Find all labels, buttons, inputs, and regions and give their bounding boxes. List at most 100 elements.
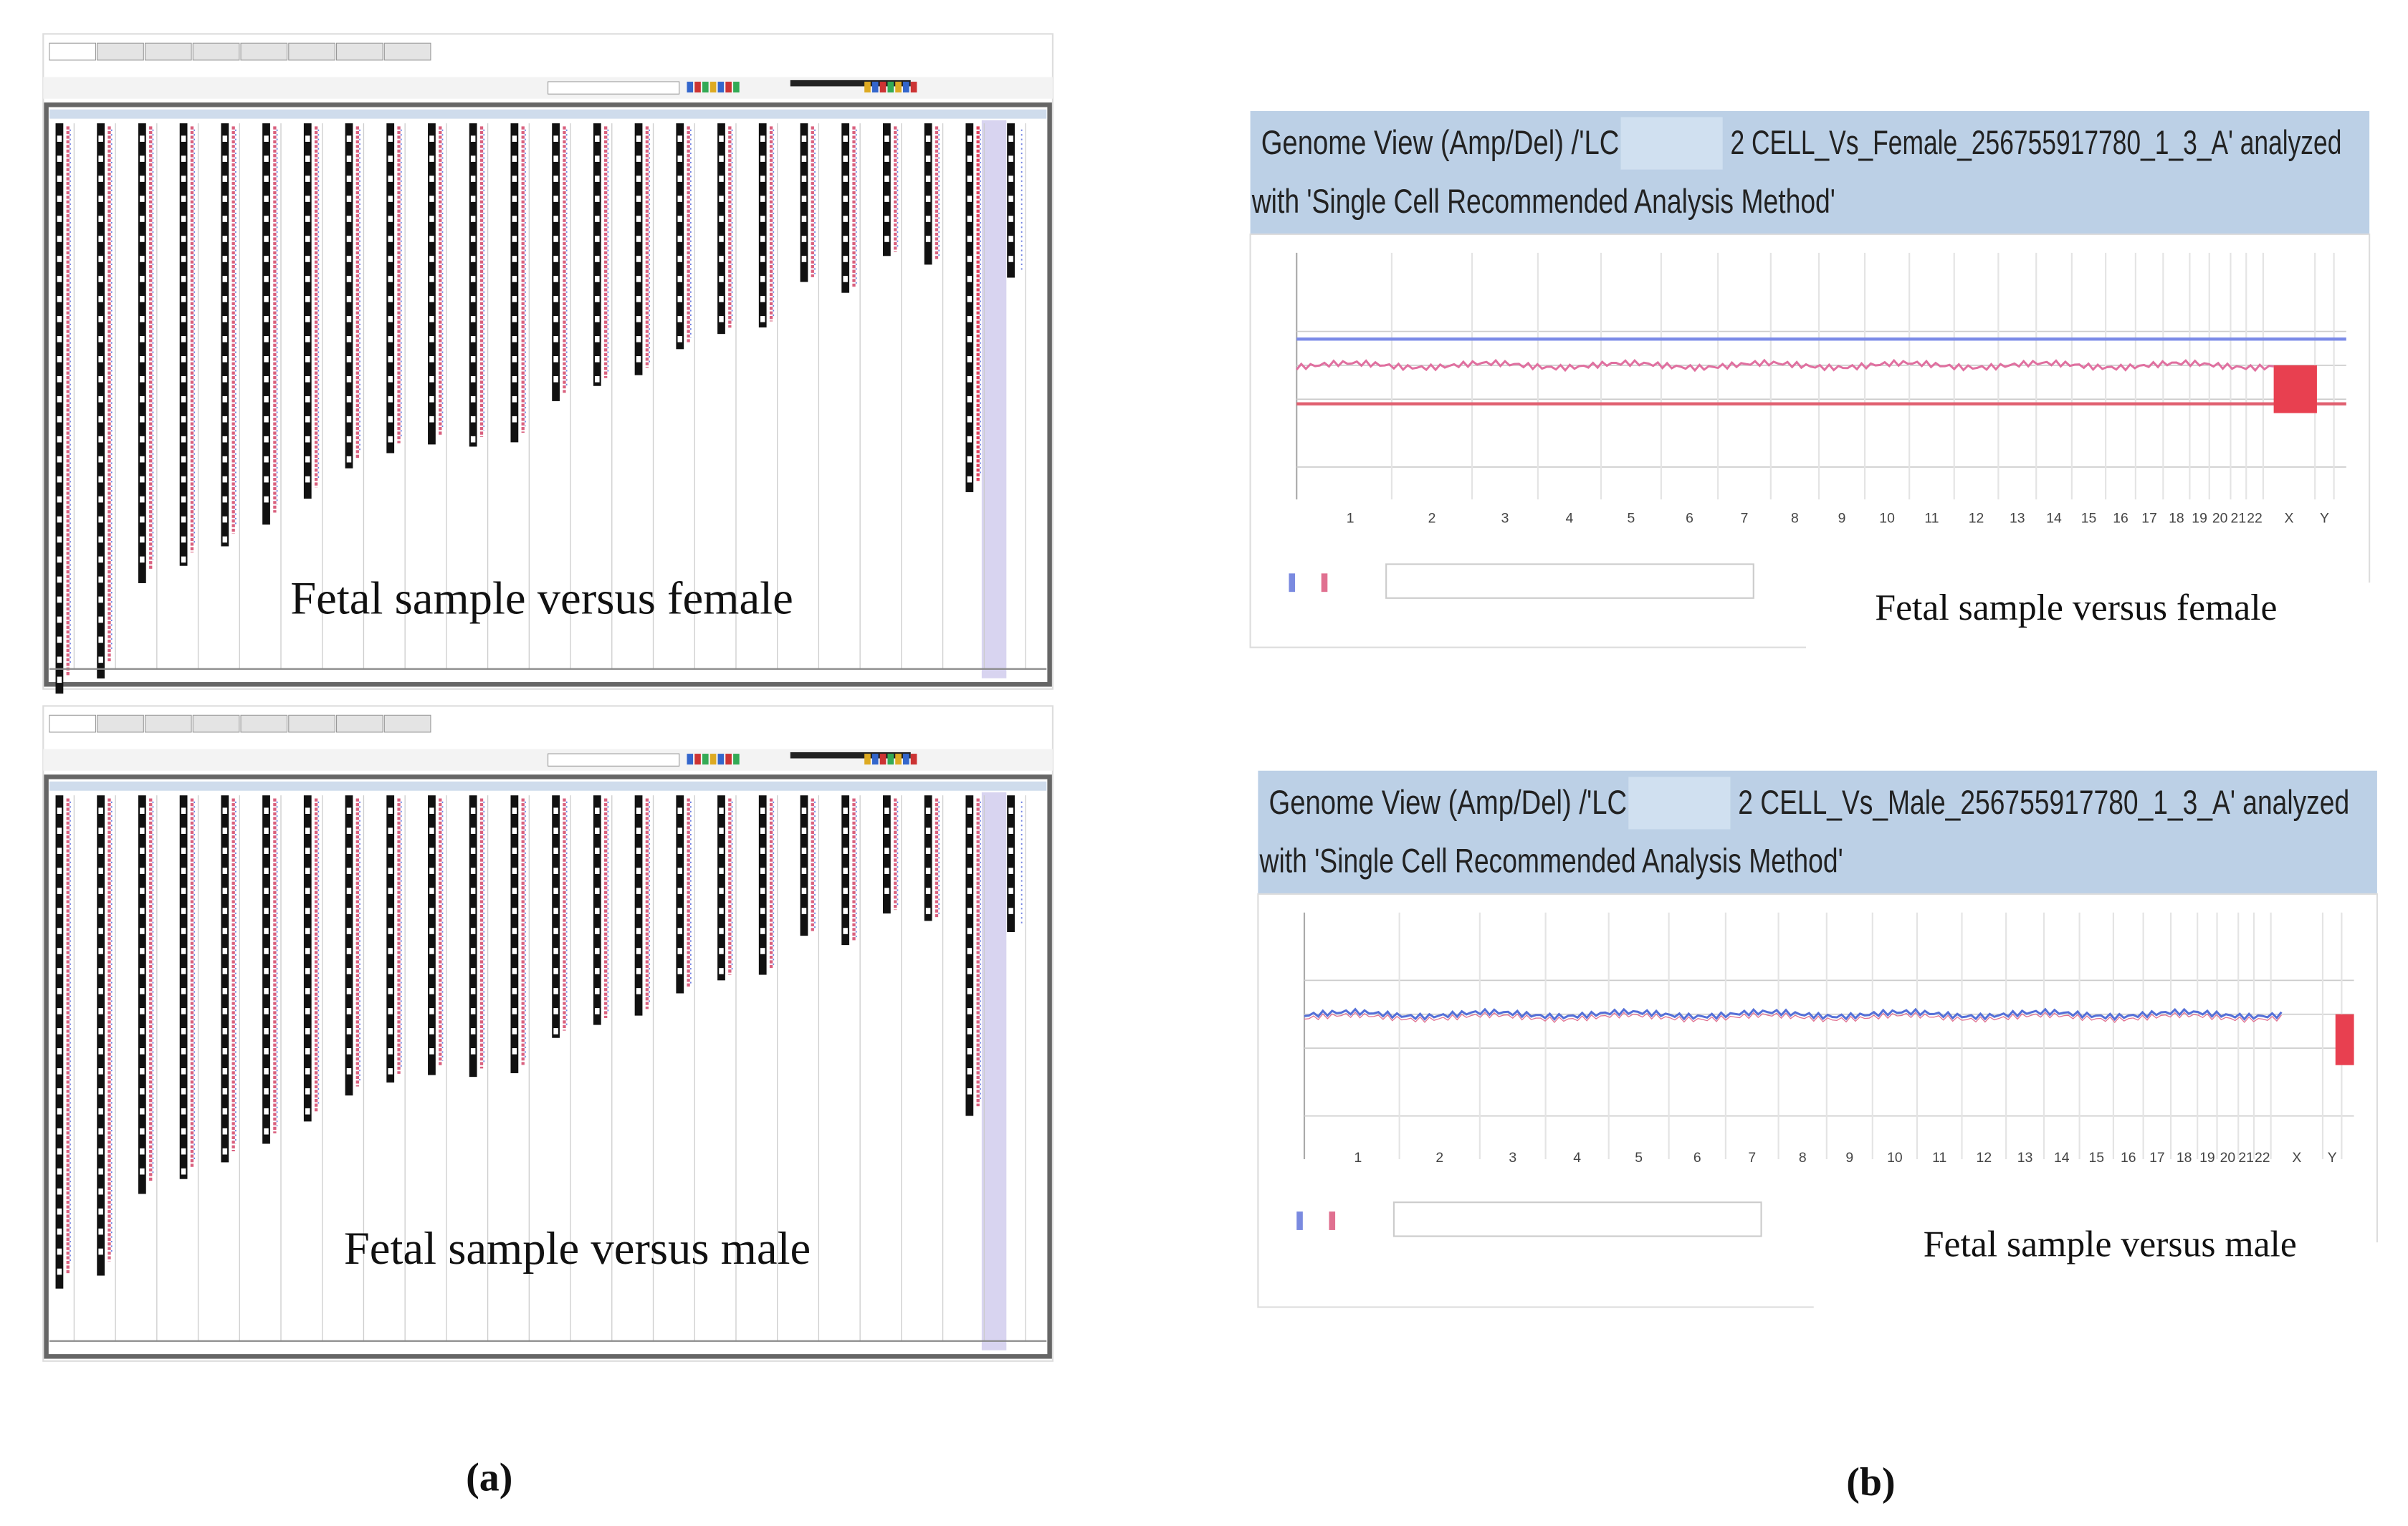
band <box>264 456 269 463</box>
band <box>760 928 765 934</box>
band <box>140 1108 145 1115</box>
band <box>181 1068 186 1075</box>
band <box>429 928 434 934</box>
caption: Fetal sample versus female <box>290 572 793 623</box>
band <box>222 868 228 874</box>
chromosome-label: 7 <box>1748 1150 1756 1166</box>
band <box>801 216 807 222</box>
band <box>264 395 269 403</box>
band <box>57 336 62 342</box>
band <box>429 276 434 282</box>
band <box>512 848 517 854</box>
band <box>140 456 145 463</box>
band <box>264 436 269 443</box>
band <box>801 888 807 894</box>
band <box>346 868 352 874</box>
band <box>677 968 682 974</box>
band <box>1008 176 1013 182</box>
band <box>98 216 103 222</box>
band <box>140 236 145 242</box>
band <box>98 848 103 854</box>
band <box>222 1048 228 1055</box>
band <box>264 948 269 954</box>
band <box>140 848 145 854</box>
band <box>470 216 476 222</box>
band <box>57 436 62 443</box>
band <box>470 395 476 403</box>
band <box>222 196 228 202</box>
band <box>305 256 310 262</box>
ideogram <box>97 795 105 1276</box>
ideogram <box>345 795 353 1096</box>
band <box>677 888 682 894</box>
band <box>222 216 228 222</box>
band <box>801 176 807 182</box>
ideogram <box>924 795 932 921</box>
chromosome-label: X <box>2292 1150 2301 1166</box>
band <box>57 636 62 643</box>
band <box>140 336 145 342</box>
band <box>719 848 724 854</box>
band <box>595 155 600 162</box>
caption: Fetal sample versus male <box>344 1222 811 1274</box>
slider <box>790 80 911 87</box>
tool-icon <box>864 82 871 93</box>
band <box>57 1228 62 1235</box>
band <box>305 827 310 834</box>
band <box>636 827 641 834</box>
band <box>98 496 103 503</box>
band <box>388 1068 393 1075</box>
band <box>98 1188 103 1195</box>
band <box>98 316 103 322</box>
band <box>305 1108 310 1115</box>
aberration <box>2273 365 2317 413</box>
ideogram <box>924 123 932 265</box>
band <box>719 256 724 262</box>
band <box>264 848 269 854</box>
chromosome-label: 9 <box>1845 1150 1853 1166</box>
band <box>222 848 228 854</box>
band <box>222 296 228 302</box>
band <box>181 1048 186 1055</box>
band <box>884 236 889 242</box>
band <box>429 356 434 363</box>
band <box>346 276 352 282</box>
tab <box>144 42 192 61</box>
band <box>98 356 103 363</box>
band <box>98 395 103 403</box>
band <box>181 336 186 342</box>
band <box>264 135 269 142</box>
ideogram <box>510 795 519 1073</box>
band <box>760 276 765 282</box>
band <box>595 176 600 182</box>
band <box>470 316 476 322</box>
ideogram <box>634 123 643 375</box>
band <box>595 276 600 282</box>
band <box>967 928 973 934</box>
band <box>57 1248 62 1255</box>
band <box>553 216 558 222</box>
band <box>512 155 517 162</box>
ideogram <box>221 123 229 547</box>
band <box>801 155 807 162</box>
band <box>264 375 269 383</box>
band <box>1008 236 1013 242</box>
tool-icon <box>871 754 879 765</box>
band <box>98 868 103 874</box>
band <box>98 296 103 302</box>
band <box>140 316 145 322</box>
band <box>760 868 765 874</box>
band <box>181 928 186 934</box>
band <box>719 316 724 322</box>
band <box>388 135 393 142</box>
caption: Fetal sample versus female <box>1875 587 2277 628</box>
band <box>346 155 352 162</box>
band <box>967 236 973 242</box>
band <box>346 395 352 403</box>
title: with 'Single Cell Recommended Analysis M… <box>1259 843 1843 880</box>
band <box>222 807 228 814</box>
chromosome-label: 1 <box>1347 510 1354 526</box>
band <box>305 868 310 874</box>
band <box>388 395 393 403</box>
band <box>595 888 600 894</box>
